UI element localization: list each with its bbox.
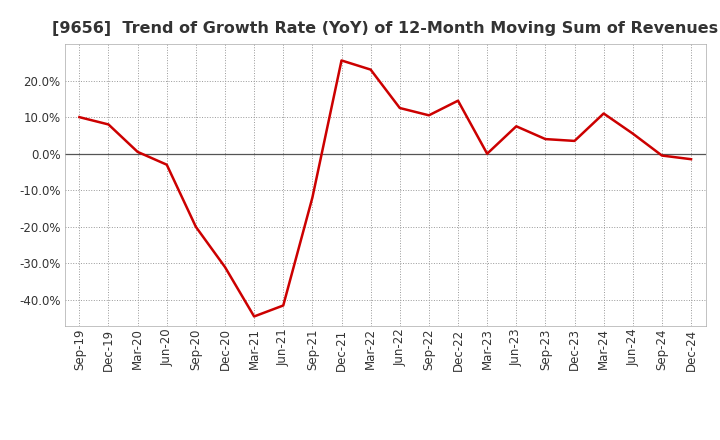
Title: [9656]  Trend of Growth Rate (YoY) of 12-Month Moving Sum of Revenues: [9656] Trend of Growth Rate (YoY) of 12-… [52,21,719,36]
